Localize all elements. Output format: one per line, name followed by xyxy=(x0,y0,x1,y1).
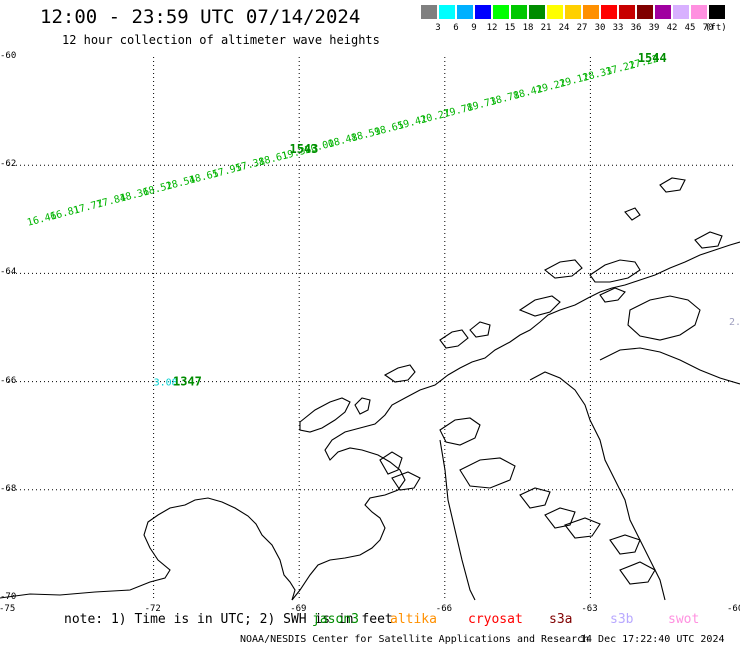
satellite-jason3: jason3 xyxy=(312,612,359,627)
x-tick-label: -72 xyxy=(144,604,161,614)
legend-label: 42 xyxy=(666,23,678,33)
legend-label: 24 xyxy=(558,23,570,33)
legend-label: 33 xyxy=(612,23,624,33)
legend-swatch xyxy=(547,5,563,19)
satellite-cryosat: cryosat xyxy=(468,612,523,627)
legend-label: 12 xyxy=(486,23,498,33)
legend-label: 36 xyxy=(630,23,642,33)
legend-label: 39 xyxy=(648,23,660,33)
legend-swatch xyxy=(619,5,635,19)
page-title: 12:00 - 23:59 UTC 07/14/2024 xyxy=(40,6,361,28)
legend-swatch xyxy=(637,5,653,19)
satellite-altika: altika xyxy=(390,612,437,627)
lat-lon-grid xyxy=(8,57,736,598)
legend-swatch xyxy=(511,5,527,19)
satellite-s3b: s3b xyxy=(610,612,634,627)
y-tick-label: -70 xyxy=(0,592,17,602)
legend-label: 45 xyxy=(684,23,696,33)
x-tick-label: -69 xyxy=(290,604,307,614)
legend-label: 15 xyxy=(504,23,516,33)
legend-swatch xyxy=(529,5,545,19)
x-tick-label: -63 xyxy=(581,604,598,614)
footnote: note: 1) Time is in UTC; 2) SWH is in fe… xyxy=(64,612,393,627)
y-tick-label: -64 xyxy=(0,267,17,278)
edge-value-label: 2. xyxy=(729,317,740,328)
legend-label: 70 xyxy=(702,23,714,33)
y-tick-label: -66 xyxy=(0,375,17,386)
legend-label: 6 xyxy=(453,23,459,33)
legend-label: 18 xyxy=(522,23,534,33)
legend-label: 9 xyxy=(471,23,477,33)
legend-swatch xyxy=(601,5,617,19)
track-id-label: 1544 xyxy=(638,51,667,65)
satellite-swot: swot xyxy=(668,612,700,627)
legend-swatch xyxy=(583,5,599,19)
legend-swatch xyxy=(655,5,671,19)
x-tick-label: -66 xyxy=(435,604,453,614)
y-tick-label: -68 xyxy=(0,483,17,494)
legend-swatch xyxy=(691,5,707,19)
legend-swatch xyxy=(439,5,455,19)
legend-label: 21 xyxy=(540,23,552,33)
legend-swatch xyxy=(421,5,437,19)
legend-unit: (ft) xyxy=(705,23,727,33)
legend-label: 30 xyxy=(594,23,606,33)
legend-swatch xyxy=(709,5,725,19)
x-tick-label: -75 xyxy=(0,604,16,614)
legend-swatch xyxy=(673,5,689,19)
legend-swatch xyxy=(565,5,581,19)
legend-label: 27 xyxy=(576,23,588,33)
satellite-s3a: s3a xyxy=(549,612,573,627)
y-tick-label: -62 xyxy=(0,159,17,170)
swh-value-label: 3.08 xyxy=(154,378,178,389)
track-id-label: 1347 xyxy=(173,375,202,389)
legend-swatch xyxy=(493,5,509,19)
footer-timestamp: 14 Dec 17:22:40 UTC 2024 xyxy=(580,634,725,645)
x-tick-label: -60 xyxy=(727,604,740,614)
legend-label: 3 xyxy=(435,23,441,33)
legend-swatch xyxy=(475,5,491,19)
track-id-label: 1543 xyxy=(289,142,318,156)
legend-swatch xyxy=(457,5,473,19)
footer-credit: NOAA/NESDIS Center for Satellite Applica… xyxy=(240,634,590,645)
antarctic-coastline xyxy=(0,177,740,601)
y-tick-label: -60 xyxy=(0,51,17,61)
page-subtitle: 12 hour collection of altimeter wave hei… xyxy=(62,33,380,47)
